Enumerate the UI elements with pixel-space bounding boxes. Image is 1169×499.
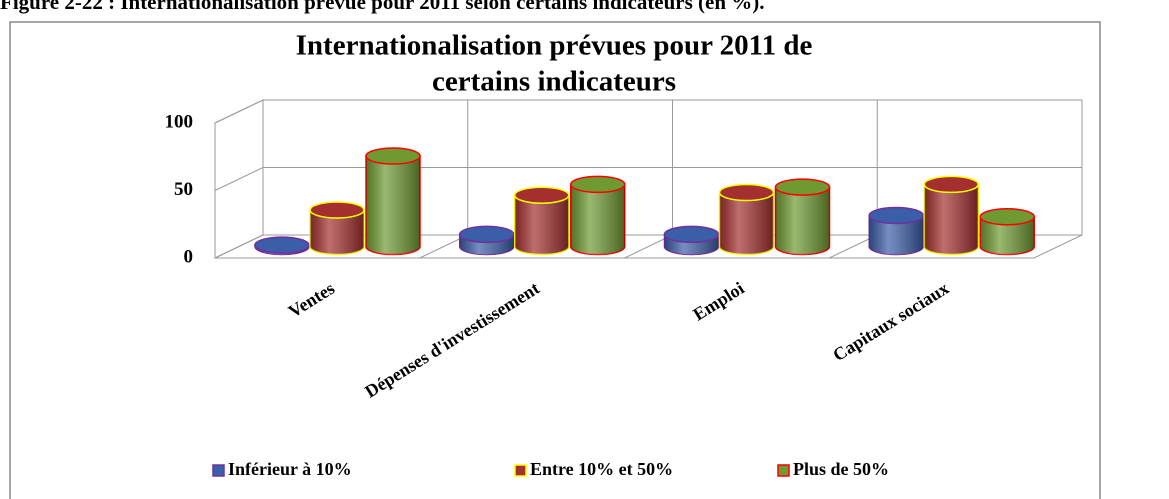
cylinder-top (923, 175, 979, 194)
grid-line (214, 167, 264, 191)
cylinder-shade (570, 184, 625, 255)
cylinder-shade (980, 216, 1035, 255)
cylinder-top (868, 206, 924, 225)
chart-title: Internationalisation prévues pour 2011 d… (296, 30, 813, 62)
legend-swatch (777, 464, 790, 477)
x-tick-label: Emploi (689, 278, 747, 325)
legend-label: Entre 10% et 50% (530, 459, 673, 479)
x-tick-label: Dépenses d'investissement (361, 278, 542, 402)
cylinder (309, 201, 365, 256)
legend-swatch (514, 464, 527, 477)
cylinder-top (309, 201, 365, 219)
cylinder (979, 208, 1035, 256)
caption: Figure 2-22 : Internationalisation prévu… (0, 0, 765, 14)
cylinder (514, 186, 570, 256)
cylinder-top (254, 236, 310, 254)
cylinder-top (774, 178, 831, 196)
cylinder (718, 183, 775, 256)
cylinder-shade (869, 215, 924, 255)
y-tick-label: 50 (174, 179, 193, 200)
x-tick-label: Capitaux sociaux (829, 278, 952, 365)
legend-label: Inférieur à 10% (228, 459, 352, 479)
legend-swatch (212, 464, 225, 477)
cylinder-top (718, 183, 775, 202)
cylinder-top (979, 208, 1035, 226)
cylinder (570, 175, 626, 256)
cylinder (365, 147, 421, 256)
grid-line (214, 234, 264, 259)
cylinder-shade (366, 156, 420, 255)
grid-line (214, 99, 264, 124)
cylinder-shade (775, 187, 830, 255)
cylinder-shade (924, 184, 979, 255)
x-tick-label: Ventes (285, 278, 338, 322)
chart-frame (9, 21, 1101, 499)
y-tick-label: 100 (165, 111, 194, 132)
cylinder-shade (719, 192, 774, 255)
cylinder (663, 225, 720, 256)
cylinder-shade (514, 195, 569, 255)
cylinder-top (514, 186, 570, 204)
cylinder-top (663, 225, 720, 244)
y-tick-label: 0 (184, 246, 194, 267)
cylinder (923, 175, 979, 256)
cylinder-top (459, 225, 515, 244)
chart-title: certains indicateurs (432, 66, 676, 98)
cylinder-shade (310, 210, 364, 255)
cylinder (254, 236, 310, 256)
cylinder (868, 206, 924, 256)
cylinder-top (570, 175, 626, 194)
cylinder (459, 225, 515, 256)
cylinder-top (365, 147, 421, 165)
cylinder (774, 178, 831, 256)
legend-label: Plus de 50% (793, 459, 889, 479)
